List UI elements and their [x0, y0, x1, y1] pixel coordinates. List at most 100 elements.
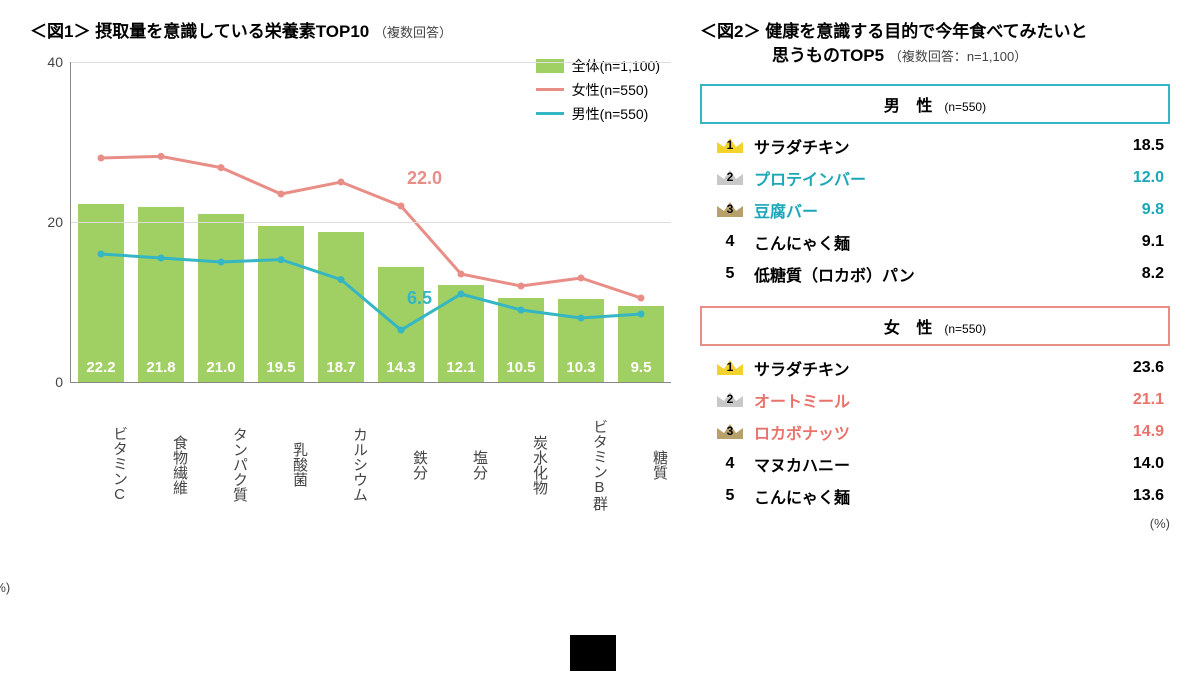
item-cell: プロテインバー [754, 166, 1094, 190]
table-female: 女 性(n=550)1サラダチキン23.62オートミール21.13ロカボナッツ1… [700, 306, 1170, 512]
chart-callout: 6.5 [407, 288, 432, 309]
rank-number: 5 [726, 265, 735, 283]
grid-line [71, 222, 671, 223]
item-cell: サラダチキン [754, 134, 1094, 158]
y-tick: 40 [31, 54, 63, 70]
table-row: 4 こんにゃく麺9.1 [700, 226, 1170, 258]
fig2-title-line1: 健康を意識する目的で今年食べてみたいと [765, 22, 1087, 41]
value-cell: 18.5 [1094, 137, 1164, 155]
bar: 12.1 [438, 285, 485, 382]
crown-icon: 2 [715, 167, 745, 189]
table-male: 男 性 (n=550) 1サラダチキン18.5 2 プロテインバー12.0 3豆腐バー9.… [700, 84, 1170, 290]
value-cell: 8.2 [1094, 265, 1164, 283]
value-cell: 12.0 [1094, 169, 1164, 187]
table-row: 2オートミール21.1 [700, 384, 1170, 416]
rank-cell: 5 [706, 487, 754, 505]
table-row: 1サラダチキン18.5 [700, 130, 1170, 162]
bar-slot: 21.8 [131, 207, 191, 381]
page: ＜図1＞ 摂取量を意識している栄養素TOP10 （複数回答） 全体(n=1,10… [0, 0, 1200, 677]
item-cell: こんにゃく麺 [754, 230, 1094, 254]
fig1-title-main: 摂取量を意識している栄養素TOP10 [95, 22, 369, 41]
value-cell: 21.1 [1094, 391, 1164, 409]
table-row: 2 プロテインバー12.0 [700, 162, 1170, 194]
chart-wrap: 全体(n=1,100) 女性(n=550) 男性(n=550) 22.221.8… [30, 62, 670, 535]
bar-slot: 9.5 [611, 306, 671, 382]
value-cell: 14.0 [1094, 455, 1164, 473]
table-header: 女 性 (n=550) [700, 306, 1170, 346]
bar: 21.8 [138, 207, 185, 381]
bar-value: 21.8 [138, 359, 185, 376]
item-cell: 低糖質（ロカボ）パン [754, 262, 1094, 286]
table-row: 3豆腐バー9.8 [700, 194, 1170, 226]
fig2-title: ＜図2＞ 健康を意識する目的で今年食べてみたいと 思うものTOP5 （複数回答：… [700, 20, 1170, 68]
bar-slot: 19.5 [251, 226, 311, 382]
table-header: 男 性 (n=550) [700, 84, 1170, 124]
bar: 21.0 [198, 214, 245, 382]
y-tick: 20 [31, 214, 63, 230]
figure-1: ＜図1＞ 摂取量を意識している栄養素TOP10 （複数回答） 全体(n=1,10… [30, 20, 670, 677]
x-label: 鉄分 [370, 391, 430, 535]
table-row: 4マヌカハニー14.0 [700, 448, 1170, 480]
crown-icon: 2 [715, 389, 745, 411]
item-cell: ロカボナッツ [754, 420, 1094, 444]
table-header-n: (n=550) [944, 100, 986, 114]
bar-slot: 14.3 [371, 267, 431, 381]
x-label: タンパク質 [190, 391, 250, 535]
black-box [570, 635, 616, 671]
item-cell: こんにゃく麺 [754, 484, 1094, 508]
table-row: 5こんにゃく麺13.6 [700, 480, 1170, 512]
item-cell: 豆腐バー [754, 198, 1094, 222]
x-label: 糖質 [610, 391, 670, 535]
bar: 9.5 [618, 306, 665, 382]
bar: 10.5 [498, 298, 545, 382]
bar: 18.7 [318, 232, 365, 382]
fig1-title-sub: （複数回答） [374, 25, 452, 40]
bar-value: 18.7 [318, 359, 365, 376]
table-header-label: 男 性 [884, 98, 938, 115]
x-label: ビタミンC [70, 391, 130, 535]
chart-y-unit: (%) [0, 580, 10, 595]
crown-icon: 1 [715, 357, 745, 379]
table-rows: 1サラダチキン18.5 2 プロテインバー12.0 3豆腐バー9.8 4 こんにゃく麺9.… [700, 130, 1170, 290]
bar: 19.5 [258, 226, 305, 382]
bar-slot: 22.2 [71, 204, 131, 382]
bar-value: 14.3 [378, 359, 425, 376]
rank-cell: 4 [706, 233, 754, 251]
x-label: 炭水化物 [490, 391, 550, 535]
rank-cell: 2 [706, 389, 754, 411]
grid-line [71, 62, 671, 63]
bar-slot: 12.1 [431, 285, 491, 382]
table-row: 5 低糖質（ロカボ）パン8.2 [700, 258, 1170, 290]
fig2-title-prefix: ＜図2＞ [700, 22, 760, 41]
rank-number: 4 [726, 233, 735, 251]
rank-cell: 1 [706, 357, 754, 379]
x-label: 食物繊維 [130, 391, 190, 535]
bar: 14.3 [378, 267, 425, 381]
value-cell: 9.1 [1094, 233, 1164, 251]
x-label: 塩分 [430, 391, 490, 535]
table-rows: 1サラダチキン23.62オートミール21.13ロカボナッツ14.94マヌカハニー… [700, 352, 1170, 512]
table-row: 1サラダチキン23.6 [700, 352, 1170, 384]
x-label: ビタミンB群 [550, 391, 610, 535]
bar-slot: 10.3 [551, 299, 611, 381]
table-header-label: 女 性 [884, 320, 938, 337]
chart-x-labels: ビタミンC食物繊維タンパク質乳酸菌カルシウム鉄分塩分炭水化物ビタミンB群糖質 [70, 391, 670, 535]
bar: 22.2 [78, 204, 125, 382]
rank-cell: 3 [706, 199, 754, 221]
x-label: 乳酸菌 [250, 391, 310, 535]
chart-callout: 22.0 [407, 168, 442, 189]
chart-plot-area: 22.221.821.019.518.714.312.110.510.39.5 … [70, 62, 671, 383]
bar: 10.3 [558, 299, 605, 381]
fig1-title: ＜図1＞ 摂取量を意識している栄養素TOP10 （複数回答） [30, 20, 670, 44]
bar-value: 12.1 [438, 359, 485, 376]
rank-cell: 4 [706, 455, 754, 473]
bar-value: 10.3 [558, 359, 605, 376]
bar-value: 19.5 [258, 359, 305, 376]
value-cell: 13.6 [1094, 487, 1164, 505]
table-header-n: (n=550) [944, 322, 986, 336]
item-cell: サラダチキン [754, 356, 1094, 380]
value-cell: 9.8 [1094, 201, 1164, 219]
rank-cell: 1 [706, 135, 754, 157]
bar-value: 22.2 [78, 359, 125, 376]
x-label: カルシウム [310, 391, 370, 535]
